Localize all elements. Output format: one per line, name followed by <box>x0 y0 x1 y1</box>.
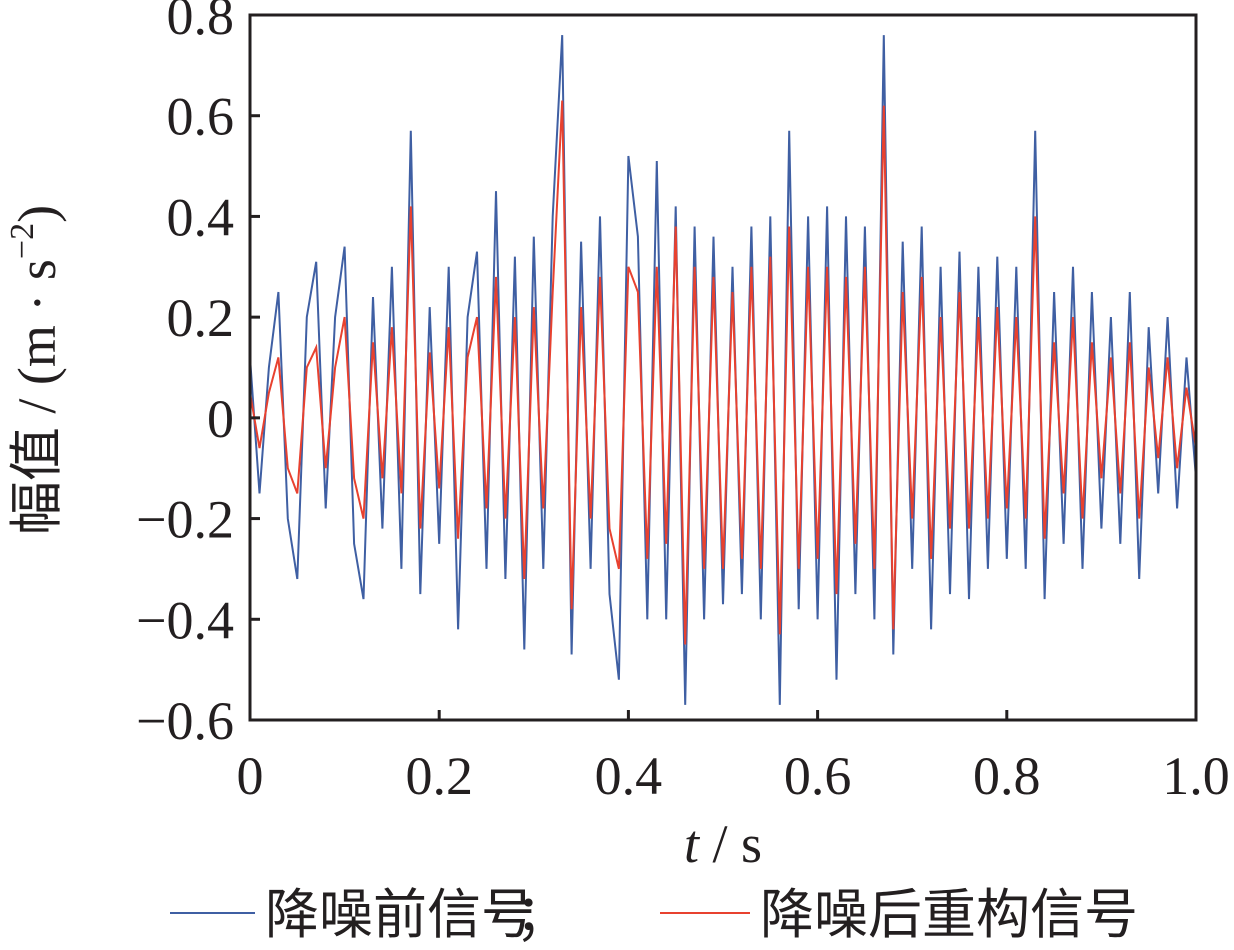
x-tick-label: 1.0 <box>1162 746 1230 806</box>
x-tick-label: 0.8 <box>973 746 1041 806</box>
y-tick-label: −0.6 <box>136 691 234 751</box>
series-line <box>249 35 1197 705</box>
x-tick-label: 0.2 <box>405 746 473 806</box>
legend-label: 降噪前信号 <box>265 885 535 945</box>
y-tick-label: −0.4 <box>136 590 234 650</box>
y-tick-label: 0.8 <box>167 0 235 46</box>
x-axis-label: t / s <box>684 814 762 874</box>
y-tick-label: 0 <box>207 389 234 449</box>
x-tick-label: 0.4 <box>595 746 663 806</box>
y-tick-label: 0.2 <box>167 288 235 348</box>
plot-frame <box>248 13 1198 722</box>
legend-separator: ； <box>515 885 569 945</box>
y-tick-label: −0.2 <box>136 490 234 550</box>
x-tick-label: 0 <box>237 746 264 806</box>
x-tick-label: 0.6 <box>784 746 852 806</box>
y-tick-label: 0.6 <box>167 87 235 147</box>
series-line <box>249 100 1197 645</box>
legend-label: 降噪后重构信号 <box>760 885 1138 945</box>
y-axis-label: 幅值 / (m · s−2) <box>4 205 67 535</box>
y-tick-label: 0.4 <box>167 187 235 247</box>
